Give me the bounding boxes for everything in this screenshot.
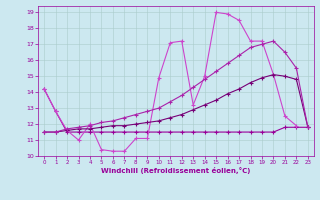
X-axis label: Windchill (Refroidissement éolien,°C): Windchill (Refroidissement éolien,°C) [101, 167, 251, 174]
